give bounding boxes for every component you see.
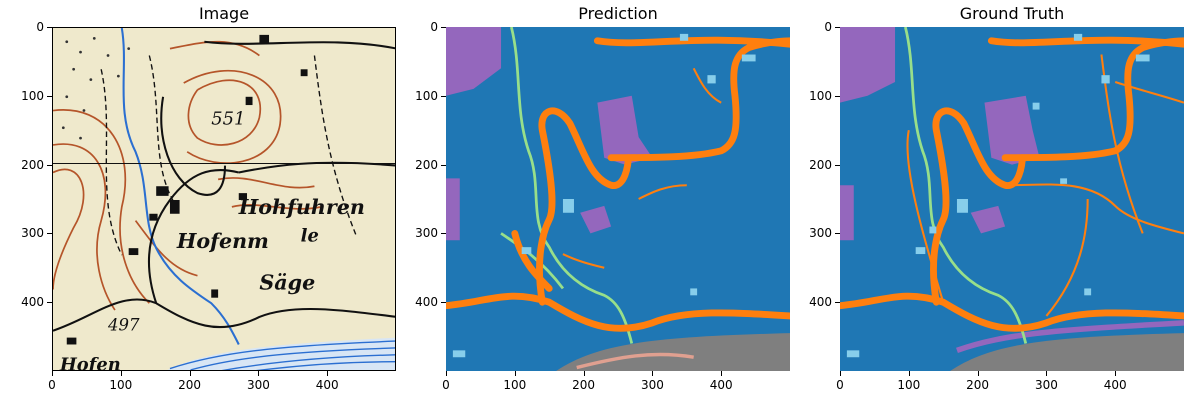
- x-tick-label: 100: [503, 378, 527, 392]
- x-tick-mark: [1115, 371, 1117, 376]
- x-tick-mark: [446, 371, 447, 376]
- y-tick-mark: [835, 27, 840, 28]
- gt-water-area: [950, 333, 1184, 371]
- y-tick-label: 200: [21, 157, 44, 172]
- pred-water-area: [556, 333, 790, 371]
- y-tick-mark: [835, 233, 840, 235]
- pred-water-noise: [576, 352, 694, 370]
- y-tick-mark: [835, 302, 840, 304]
- map-label-place2: Hofenm: [176, 229, 269, 253]
- river-line: [120, 28, 240, 345]
- panel-title-ground-truth: Ground Truth: [959, 4, 1065, 23]
- ground-truth-panel: [840, 27, 1184, 371]
- x-tick-label: 100: [109, 378, 133, 392]
- y-tick-mark: [441, 95, 446, 97]
- gt-buildings: [846, 33, 1150, 358]
- pred-road-fragments: [562, 67, 722, 269]
- y-tick-mark: [835, 164, 840, 166]
- x-tick-label: 200: [966, 378, 990, 392]
- x-tick-mark: [840, 371, 841, 376]
- y-tick-mark: [441, 164, 446, 166]
- y-tick-label: 400: [415, 295, 438, 310]
- x-tick-mark: [258, 371, 260, 376]
- x-tick-label: 300: [246, 378, 270, 392]
- y-tick-label: 100: [809, 88, 832, 103]
- x-tick-mark: [908, 371, 910, 376]
- map-dashed-paths: [100, 55, 357, 256]
- y-tick-label: 400: [809, 295, 832, 310]
- gt-thin-roads: [906, 54, 1184, 317]
- y-tick-mark: [835, 95, 840, 97]
- ground-truth-mask: [840, 27, 1184, 371]
- y-tick-label: 300: [809, 226, 832, 241]
- y-tick-mark: [441, 233, 446, 235]
- y-tick-mark: [47, 233, 52, 235]
- prediction-panel: [446, 27, 790, 371]
- contour-lines: [53, 40, 322, 311]
- y-tick-label: 400: [21, 295, 44, 310]
- x-tick-label: 400: [709, 378, 733, 392]
- map-label-place3: Säge: [259, 270, 315, 294]
- x-tick-mark: [977, 371, 979, 376]
- y-tick-label: 300: [21, 226, 44, 241]
- gt-forest-regions: [840, 27, 1040, 241]
- y-tick-label: 100: [415, 88, 438, 103]
- x-tick-mark: [652, 371, 654, 376]
- map-text: 551 Hohfuhren Hofenm le Säge 497 Hofen: [59, 108, 365, 371]
- x-tick-label: 0: [836, 378, 844, 392]
- map-image: 551 Hohfuhren Hofenm le Säge 497 Hofen: [53, 28, 395, 371]
- y-tick-label: 300: [415, 226, 438, 241]
- map-roads: [53, 40, 395, 332]
- prediction-mask: [446, 27, 790, 371]
- y-tick-label: 0: [824, 20, 832, 34]
- map-water-area: [167, 337, 395, 370]
- x-tick-label: 200: [178, 378, 202, 392]
- x-tick-label: 300: [640, 378, 664, 392]
- x-tick-label: 0: [48, 378, 56, 392]
- x-tick-mark: [189, 371, 191, 376]
- y-tick-mark: [47, 95, 52, 97]
- x-tick-label: 400: [315, 378, 339, 392]
- x-tick-mark: [1046, 371, 1048, 376]
- x-tick-mark: [721, 371, 723, 376]
- map-image-panel: 551 Hohfuhren Hofenm le Säge 497 Hofen: [52, 27, 396, 371]
- y-tick-label: 200: [415, 157, 438, 172]
- y-tick-mark: [441, 302, 446, 304]
- map-label-place2b: le: [301, 225, 319, 246]
- x-tick-mark: [120, 371, 122, 376]
- gt-water-edge: [956, 320, 1184, 353]
- x-tick-mark: [327, 371, 329, 376]
- x-tick-label: 0: [442, 378, 450, 392]
- x-tick-label: 100: [897, 378, 921, 392]
- map-label-elev2: 497: [107, 316, 140, 335]
- pred-buildings: [452, 33, 756, 358]
- panel-title-prediction: Prediction: [578, 4, 658, 23]
- map-label-place1: Hohfuhren: [238, 195, 365, 219]
- pred-road-lines: [446, 36, 790, 332]
- x-tick-mark: [52, 371, 53, 376]
- x-tick-label: 300: [1034, 378, 1058, 392]
- y-tick-label: 0: [36, 20, 44, 34]
- map-label-elev1: 551: [211, 108, 245, 129]
- map-label-place4: Hofen: [59, 355, 121, 371]
- y-tick-mark: [47, 302, 52, 304]
- x-tick-label: 200: [572, 378, 596, 392]
- x-tick-mark: [514, 371, 516, 376]
- pred-forest-regions: [446, 27, 653, 241]
- forest-dots: [61, 36, 131, 140]
- y-tick-label: 100: [21, 88, 44, 103]
- y-tick-mark: [47, 27, 52, 28]
- y-tick-label: 0: [430, 20, 438, 34]
- panel-title-image: Image: [198, 4, 250, 23]
- x-tick-mark: [583, 371, 585, 376]
- y-tick-mark: [441, 27, 446, 28]
- map-buildings: [66, 34, 308, 345]
- x-tick-label: 400: [1103, 378, 1127, 392]
- y-tick-label: 200: [809, 157, 832, 172]
- y-tick-mark: [47, 164, 52, 166]
